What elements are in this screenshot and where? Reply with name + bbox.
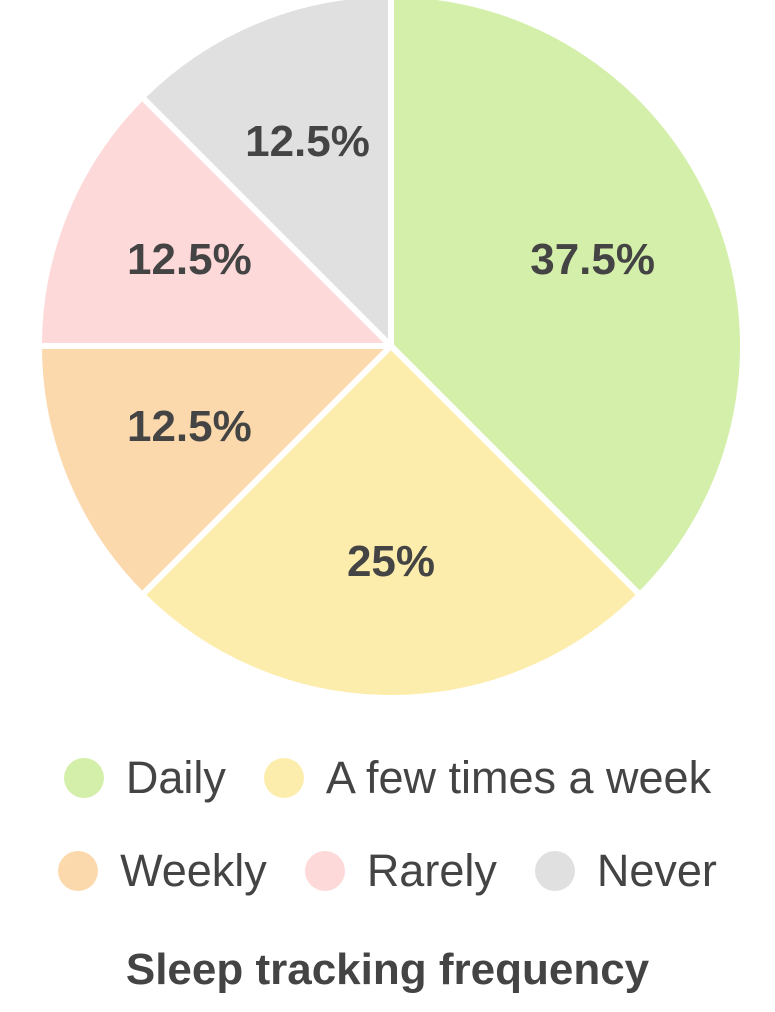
slice-label-weekly: 12.5%: [127, 402, 252, 451]
legend-item-rarely[interactable]: Rarely: [304, 845, 497, 897]
chart-title: Sleep tracking frequency: [125, 945, 650, 994]
pie-slice-few-times-week[interactable]: [139, 343, 643, 702]
pie-slice-rarely[interactable]: [36, 94, 394, 349]
pie-slice-weekly[interactable]: [36, 343, 394, 598]
legend-swatch-few-times-week: [263, 758, 304, 798]
legend-label-daily: Daily: [125, 752, 226, 803]
slice-label-few-times-week: 25%: [347, 537, 435, 586]
legend-label-few-times-week: A few times a week: [325, 752, 712, 803]
legend-swatch-rarely: [304, 851, 345, 891]
legend-item-few-times-week[interactable]: A few times a week: [263, 752, 712, 804]
legend-row-1: Daily A few times a week: [0, 752, 775, 804]
legend-swatch-never: [534, 851, 575, 891]
legend-swatch-weekly: [58, 851, 99, 891]
slice-label-never: 12.5%: [245, 117, 370, 166]
pie-slices: [36, 0, 747, 702]
legend-item-weekly[interactable]: Weekly: [58, 845, 267, 897]
pie-chart: 37.5% 25% 12.5% 12.5% 12.5%: [36, 0, 747, 702]
pie-slice-never[interactable]: [139, 0, 394, 349]
legend-label-weekly: Weekly: [120, 845, 267, 896]
legend-item-daily[interactable]: Daily: [63, 752, 226, 804]
legend-row-2: Weekly Rarely Never: [0, 845, 775, 897]
legend-swatch-daily: [63, 758, 104, 798]
legend-label-rarely: Rarely: [366, 845, 497, 896]
slice-label-rarely: 12.5%: [127, 235, 252, 284]
legend-item-never[interactable]: Never: [534, 845, 717, 897]
pie-slice-daily[interactable]: [388, 0, 747, 598]
legend-label-never: Never: [596, 845, 717, 896]
slice-label-daily: 37.5%: [530, 235, 655, 284]
slice-labels: 37.5% 25% 12.5% 12.5% 12.5%: [127, 117, 655, 586]
